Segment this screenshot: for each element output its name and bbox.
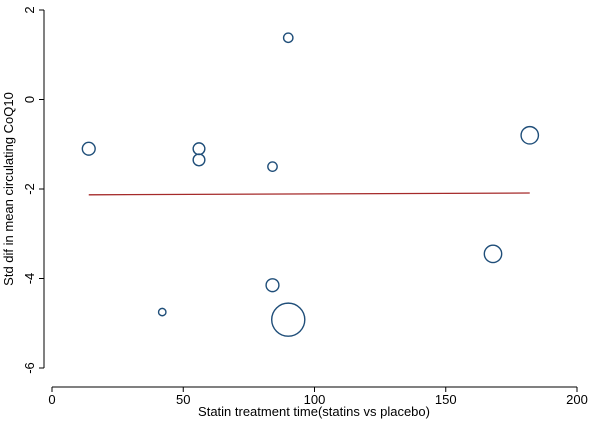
x-tick-label: 200: [566, 392, 588, 407]
data-point: [271, 302, 306, 337]
x-tick-label: 0: [48, 392, 55, 407]
x-axis-title: Statin treatment time(statins vs placebo…: [198, 404, 430, 419]
y-axis-ticks: 2 0 -2 -4 -6: [22, 6, 44, 374]
y-tick-label: -4: [22, 273, 37, 285]
x-axis-ticks: 0 50 100 150 200: [48, 387, 588, 407]
y-tick-label: 2: [22, 6, 37, 13]
data-point: [520, 125, 540, 145]
plot-area: [48, 0, 596, 380]
x-tick-label: 150: [435, 392, 457, 407]
data-point: [81, 141, 96, 156]
data-point: [192, 153, 206, 167]
y-axis-title: Std dif in mean circulating CoQ10: [1, 92, 16, 286]
data-point: [265, 278, 280, 293]
data-point: [267, 161, 278, 173]
data-point: [157, 307, 167, 317]
data-points-layer: [81, 32, 540, 337]
x-tick-label: 100: [304, 392, 326, 407]
data-point: [282, 32, 294, 44]
data-point: [483, 244, 503, 264]
fit-line: [88, 192, 530, 196]
y-tick-label: -6: [22, 362, 37, 374]
y-tick-label: -2: [22, 183, 37, 195]
y-tick-label: 0: [22, 96, 37, 103]
fit-line-layer: [88, 192, 530, 196]
x-tick-label: 50: [176, 392, 190, 407]
